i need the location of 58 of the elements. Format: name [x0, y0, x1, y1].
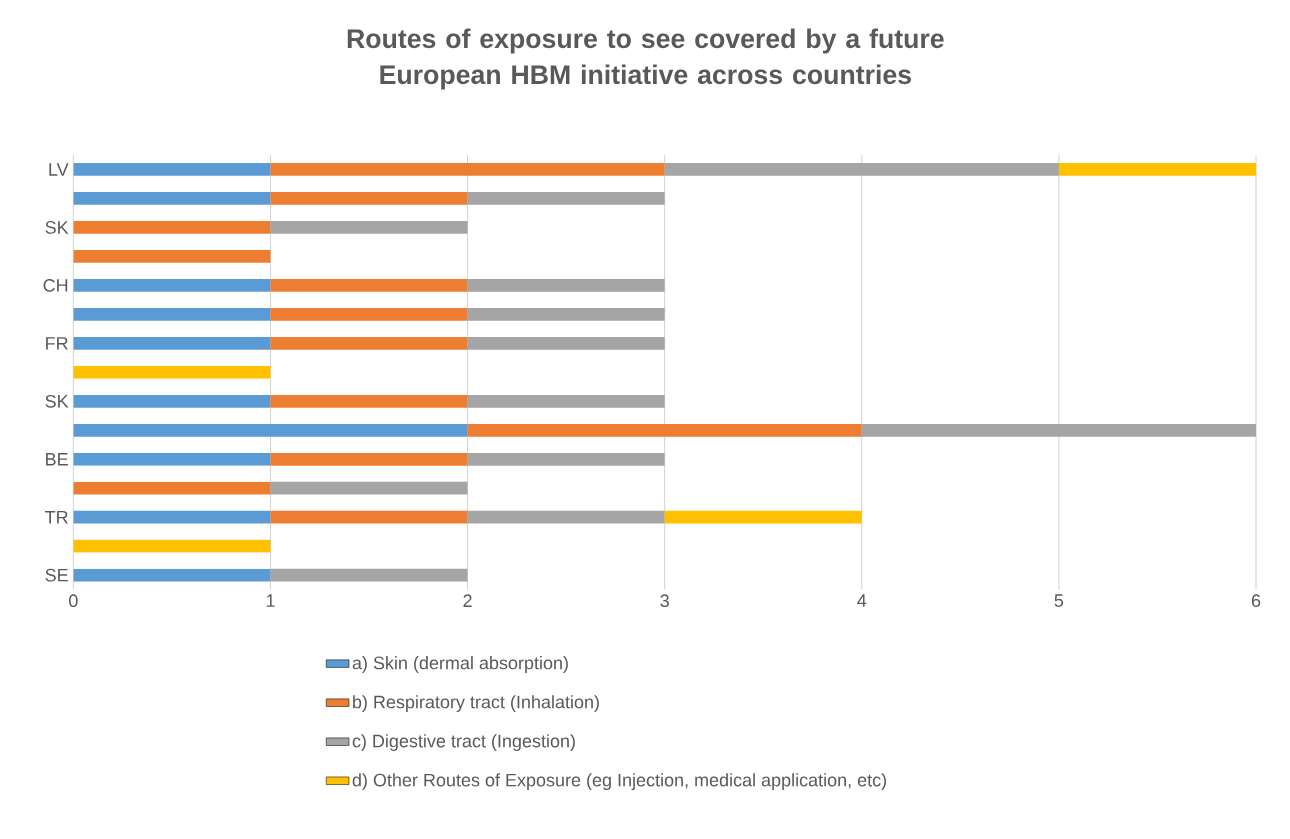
- bar: [664, 510, 862, 524]
- y-tick-label: CH: [43, 279, 68, 292]
- bar: [73, 394, 271, 408]
- x-tick-label: 1: [266, 594, 275, 607]
- bar: [73, 221, 271, 234]
- bar: [73, 365, 271, 379]
- bar: [664, 163, 1059, 176]
- x-tick-label: 6: [1251, 594, 1261, 608]
- bar: [73, 539, 271, 553]
- x-tick-label: 4: [857, 594, 867, 607]
- bar: [1058, 163, 1256, 176]
- bar: [467, 394, 665, 408]
- bar: [467, 279, 665, 292]
- legend-label: d) Other Routes of Exposure (eg Injection, medical application, etc): [352, 773, 886, 791]
- bar: [73, 336, 271, 350]
- bar: [73, 481, 271, 495]
- y-tick-label: SK: [45, 221, 69, 234]
- x-tick-label: 0: [69, 594, 78, 608]
- x-tick-label: 5: [1054, 594, 1064, 607]
- bar: [73, 452, 271, 466]
- bar: [73, 250, 271, 263]
- y-tick-label: LV: [49, 163, 69, 176]
- legend-label: a) Skin (dermal absorption): [352, 656, 568, 673]
- bar: [270, 192, 468, 205]
- bar: [467, 423, 862, 437]
- bar: [467, 192, 665, 205]
- bar: [73, 163, 271, 176]
- bar: [73, 568, 271, 582]
- bar: [73, 423, 468, 437]
- bar: [270, 279, 468, 292]
- chart-title: Routes of exposure to see covered by a future European HBM initiative across countries: [347, 28, 944, 90]
- x-tick-label: 3: [660, 594, 669, 608]
- bar: [270, 510, 468, 524]
- y-tick-label: BE: [46, 453, 68, 466]
- bar: [270, 394, 468, 408]
- y-tick-label: SE: [45, 568, 68, 582]
- bar: [467, 510, 665, 524]
- bar: [73, 510, 271, 524]
- y-tick-label: FR: [46, 337, 68, 350]
- legend-label: c) Digestive tract (Ingestion): [352, 734, 575, 751]
- bar: [467, 336, 665, 350]
- bar: [467, 452, 665, 466]
- bar: [73, 279, 271, 292]
- bar: [270, 336, 468, 350]
- bar: [270, 481, 468, 495]
- bar: [270, 307, 468, 321]
- bar: [270, 163, 665, 176]
- bar: [467, 307, 665, 321]
- bar: [270, 221, 468, 234]
- y-tick-label: TR: [45, 511, 68, 524]
- bar: [270, 568, 468, 582]
- y-tick-label: SK: [45, 394, 69, 408]
- bar: [73, 192, 271, 205]
- bar: [861, 423, 1256, 437]
- bar: [73, 307, 271, 321]
- bar: [270, 452, 468, 466]
- legend-label: b) Respiratory tract (Inhalation): [353, 695, 599, 712]
- x-tick-label: 2: [463, 594, 472, 607]
